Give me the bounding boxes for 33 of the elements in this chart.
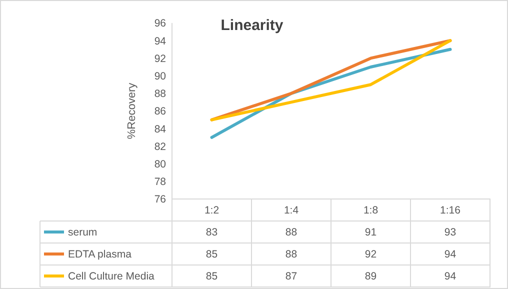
data-label: 87 xyxy=(285,270,298,283)
line-series xyxy=(210,39,452,122)
data-label: 85 xyxy=(206,270,218,283)
y-tick-label: 80 xyxy=(154,158,166,170)
data-label: 85 xyxy=(206,248,218,261)
x-tick-label: 1:4 xyxy=(284,204,299,217)
y-tick-label: 78 xyxy=(154,176,166,188)
y-tick-label: 88 xyxy=(154,88,166,100)
data-label: 91 xyxy=(364,226,377,239)
y-tick-label: 82 xyxy=(154,140,166,153)
data-label: 83 xyxy=(206,226,218,239)
y-tick-label: 90 xyxy=(154,70,166,82)
data-label: 89 xyxy=(364,270,377,283)
y-tick-label: 76 xyxy=(154,194,166,206)
chart-title: Linearity xyxy=(220,17,284,34)
legend-label: EDTA plasma xyxy=(68,248,132,261)
x-tick-label: 1:2 xyxy=(204,204,220,217)
data-label: 94 xyxy=(444,270,456,283)
x-tick-label: 1:16 xyxy=(440,204,461,217)
y-tick-label: 92 xyxy=(154,52,166,65)
y-tick-label: 86 xyxy=(154,106,166,118)
y-tick-label: 96 xyxy=(154,18,166,30)
y-tick-label: 84 xyxy=(154,123,166,136)
data-label: 94 xyxy=(444,248,456,261)
legend-label: serum xyxy=(68,226,98,239)
y-tick-label: 94 xyxy=(154,35,166,48)
legend-label: Cell Culture Media xyxy=(68,270,155,283)
data-label: 92 xyxy=(364,248,377,261)
y-axis-title: %Recovery xyxy=(126,82,138,140)
data-label: 88 xyxy=(285,226,298,239)
data-label: 88 xyxy=(285,248,298,261)
x-tick-label: 1:8 xyxy=(363,204,378,217)
data-label: 93 xyxy=(444,226,456,239)
